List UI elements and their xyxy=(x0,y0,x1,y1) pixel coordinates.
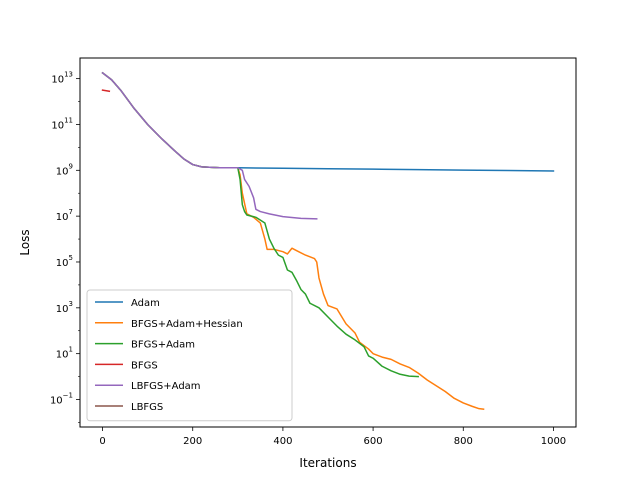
y-tick-label: 101 xyxy=(56,346,73,361)
x-tick-label: 800 xyxy=(454,436,473,447)
legend-label: BFGS+Adam+Hessian xyxy=(131,319,243,330)
x-axis-label: Iterations xyxy=(299,456,356,470)
legend-label: LBFGS+Adam xyxy=(131,381,201,392)
y-tick-label: 103 xyxy=(56,300,73,315)
y-tick-label: 1013 xyxy=(51,71,73,86)
x-axis-ticks: 0 200 400 600 800 1000 xyxy=(99,427,566,447)
legend-label: BFGS xyxy=(131,360,158,371)
y-tick-label: 109 xyxy=(56,162,73,177)
series-line-lbfgs-adam xyxy=(101,71,318,220)
x-tick-label: 200 xyxy=(183,436,202,447)
legend-label: BFGS+Adam xyxy=(131,340,195,351)
y-axis-label: Loss xyxy=(18,229,32,255)
x-tick-label: 0 xyxy=(99,436,105,447)
legend: Adam BFGS+Adam+Hessian BFGS+Adam BFGS LBFGS+… xyxy=(86,289,293,422)
series-line-bfgs xyxy=(101,89,111,93)
legend-box xyxy=(86,289,293,422)
series-lines xyxy=(101,71,555,410)
y-tick-label: 10−1 xyxy=(50,391,73,406)
y-axis-ticks: 1013 1011 109 107 105 103 101 10−1 xyxy=(50,71,80,423)
x-tick-label: 1000 xyxy=(541,436,566,447)
axes-frame xyxy=(79,57,577,428)
y-tick-label: 105 xyxy=(56,254,73,269)
legend-label: Adam xyxy=(131,298,160,309)
y-tick-label: 1011 xyxy=(51,116,73,131)
y-tick-label: 107 xyxy=(56,208,73,223)
x-tick-label: 600 xyxy=(364,436,383,447)
x-tick-label: 400 xyxy=(273,436,292,447)
legend-label: LBFGS xyxy=(131,402,163,413)
